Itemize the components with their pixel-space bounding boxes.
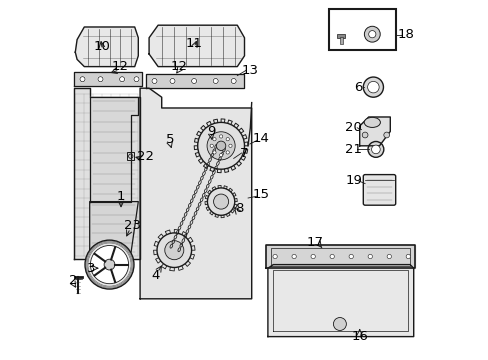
Circle shape — [90, 246, 128, 284]
Circle shape — [228, 144, 232, 148]
Polygon shape — [149, 25, 244, 67]
Text: 21: 21 — [344, 143, 361, 156]
Circle shape — [367, 255, 372, 259]
Text: 17: 17 — [305, 236, 323, 249]
Circle shape — [157, 233, 191, 267]
Bar — [337, 34, 345, 38]
Circle shape — [310, 255, 315, 259]
Polygon shape — [89, 202, 138, 256]
Text: 4: 4 — [151, 269, 160, 282]
Circle shape — [367, 141, 383, 157]
Circle shape — [216, 141, 225, 150]
Circle shape — [383, 132, 389, 138]
Circle shape — [104, 259, 115, 270]
Bar — [127, 152, 134, 160]
Circle shape — [333, 318, 346, 330]
Text: 13: 13 — [241, 64, 258, 77]
Polygon shape — [73, 72, 142, 86]
Circle shape — [219, 135, 222, 138]
Circle shape — [197, 122, 244, 169]
Text: 9: 9 — [207, 125, 215, 138]
Text: 6: 6 — [353, 81, 361, 94]
Circle shape — [80, 77, 85, 82]
Text: 16: 16 — [350, 330, 367, 343]
Circle shape — [212, 138, 216, 141]
Circle shape — [363, 77, 383, 97]
Text: 20: 20 — [344, 121, 361, 134]
Circle shape — [364, 26, 380, 42]
Text: 23: 23 — [123, 219, 141, 231]
Circle shape — [348, 255, 353, 259]
Bar — [339, 37, 343, 44]
Text: 12: 12 — [170, 60, 187, 73]
Circle shape — [219, 153, 222, 157]
Circle shape — [213, 78, 218, 84]
Text: 3: 3 — [87, 262, 96, 275]
Circle shape — [371, 145, 380, 154]
Ellipse shape — [364, 117, 380, 127]
Polygon shape — [267, 265, 413, 337]
Polygon shape — [265, 245, 415, 268]
Circle shape — [367, 81, 378, 93]
Text: 8: 8 — [235, 202, 243, 215]
Circle shape — [272, 255, 277, 259]
Polygon shape — [75, 27, 138, 67]
Circle shape — [386, 255, 390, 259]
Circle shape — [406, 255, 409, 259]
Text: 22: 22 — [137, 150, 154, 163]
Circle shape — [120, 77, 124, 82]
Bar — [328, 9, 395, 50]
Polygon shape — [145, 74, 244, 88]
Text: 7: 7 — [240, 147, 248, 159]
Polygon shape — [140, 88, 251, 299]
Text: 14: 14 — [252, 132, 268, 145]
Text: 10: 10 — [94, 40, 110, 53]
Circle shape — [368, 31, 375, 38]
Circle shape — [207, 188, 234, 215]
Circle shape — [225, 151, 229, 154]
Text: 18: 18 — [397, 28, 413, 41]
Text: 15: 15 — [252, 188, 269, 201]
Circle shape — [170, 78, 175, 84]
Text: 1: 1 — [117, 190, 125, 203]
Circle shape — [191, 78, 196, 84]
Circle shape — [206, 132, 235, 160]
Text: 2: 2 — [69, 274, 78, 287]
Circle shape — [329, 255, 334, 259]
Polygon shape — [359, 117, 389, 146]
FancyBboxPatch shape — [363, 175, 395, 205]
Circle shape — [85, 240, 134, 289]
Circle shape — [231, 78, 236, 84]
Circle shape — [291, 255, 296, 259]
Text: 11: 11 — [185, 37, 202, 50]
Circle shape — [98, 77, 103, 82]
Circle shape — [152, 78, 157, 84]
Text: 19: 19 — [345, 174, 362, 187]
Text: 5: 5 — [165, 133, 174, 146]
Polygon shape — [73, 88, 140, 259]
Circle shape — [212, 151, 216, 154]
Circle shape — [210, 144, 213, 148]
Circle shape — [213, 194, 228, 209]
Circle shape — [225, 138, 229, 141]
Circle shape — [164, 241, 183, 260]
Polygon shape — [89, 97, 138, 202]
Circle shape — [134, 77, 139, 82]
Text: 12: 12 — [111, 60, 128, 73]
Circle shape — [362, 132, 367, 138]
